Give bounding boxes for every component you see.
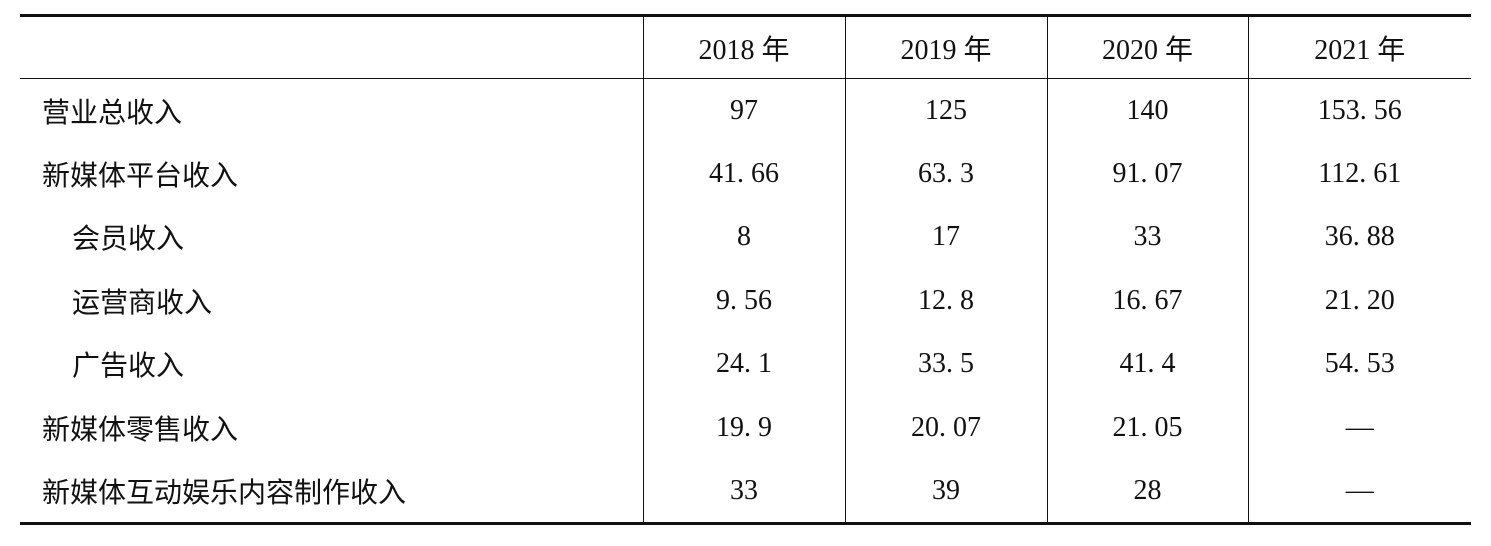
table-row: 会员收入 8 17 33 36. 88 <box>20 205 1471 269</box>
table-cell: 41. 66 <box>642 142 845 206</box>
table-cell: — <box>1247 396 1471 460</box>
table-cell: — <box>1247 459 1471 523</box>
row-label: 营业总收入 <box>42 97 183 129</box>
table-cell: 19. 9 <box>642 396 845 460</box>
table-row: 广告收入 24. 1 33. 5 41. 4 54. 53 <box>20 332 1471 396</box>
table-cell: 28 <box>1046 459 1248 523</box>
table-cell: 33 <box>1046 205 1248 269</box>
table-cell: 39 <box>844 459 1047 523</box>
table-cell: 33 <box>642 459 845 523</box>
table-cell: 54. 53 <box>1247 332 1471 396</box>
table-cell: 63. 3 <box>844 142 1047 206</box>
table-cell: 36. 88 <box>1247 205 1471 269</box>
table-row: 运营商收入 9. 56 12. 8 16. 67 21. 20 <box>20 269 1471 333</box>
table-row: 新媒体互动娱乐内容制作收入 33 39 28— <box>20 459 1471 523</box>
table-cell: 125 <box>844 78 1047 142</box>
header-cell: 2018 年 <box>642 15 845 79</box>
table-cell: 24. 1 <box>642 332 845 396</box>
table-cell: 21. 20 <box>1247 269 1471 333</box>
table-cell: 8 <box>642 205 845 269</box>
table-row: 新媒体平台收入 41. 66 63. 3 91. 07 112. 61 <box>20 142 1471 206</box>
table-row: 新媒体零售收入 19. 9 20. 07 21. 05— <box>20 396 1471 460</box>
row-label: 新媒体互动娱乐内容制作收入 <box>42 477 407 509</box>
table-cell: 153. 56 <box>1247 78 1471 142</box>
table-body: 营业总收入 97 125 140 153. 56 新媒体平台收入 41. 66 63. 3 91… <box>20 78 1471 523</box>
row-label: 新媒体平台收入 <box>42 160 239 192</box>
table-cell: 140 <box>1046 78 1248 142</box>
row-label: 新媒体零售收入 <box>42 414 239 446</box>
table-cell: 41. 4 <box>1046 332 1248 396</box>
table-cell: 21. 05 <box>1046 396 1248 460</box>
header-row: 2018 年 2019 年 2020 年 2021 年 <box>20 15 1471 79</box>
row-label: 运营商收入 <box>72 287 213 319</box>
header-cell: 2020 年 <box>1046 15 1248 79</box>
table-cell: 20. 07 <box>844 396 1047 460</box>
table-cell: 17 <box>844 205 1047 269</box>
table-cell: 97 <box>642 78 845 142</box>
table-cell: 16. 67 <box>1046 269 1248 333</box>
header-corner <box>20 16 643 79</box>
table-cell: 33. 5 <box>844 332 1047 396</box>
table-cell: 9. 56 <box>642 269 845 333</box>
row-label: 会员收入 <box>72 224 185 256</box>
table-row: 营业总收入 97 125 140 153. 56 <box>20 78 1471 142</box>
header-cell: 2019 年 <box>844 15 1047 79</box>
table-cell: 112. 61 <box>1247 142 1471 206</box>
row-label: 广告收入 <box>72 351 185 383</box>
revenue-table: 2018 年 2019 年 2020 年 2021 年 营业总收入 97 125 140 15… <box>20 14 1471 525</box>
table-cell: 12. 8 <box>844 269 1047 333</box>
table-cell: 91. 07 <box>1046 142 1248 206</box>
header-cell: 2021 年 <box>1247 15 1471 79</box>
